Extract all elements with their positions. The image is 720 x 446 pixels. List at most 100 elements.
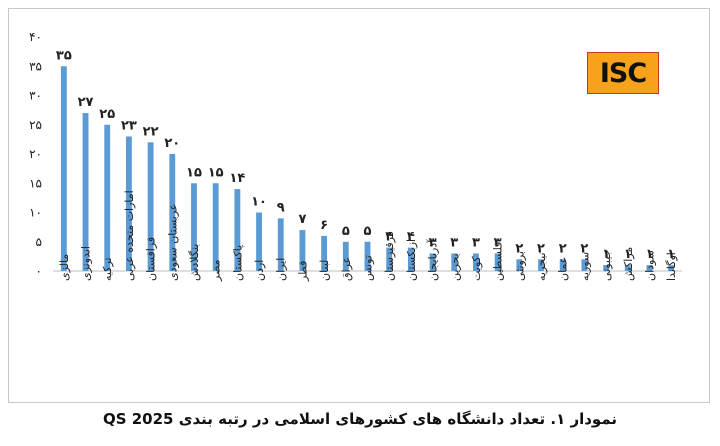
data-label: ۵ [364,224,372,239]
x-category-label: عراق [340,257,353,281]
bar [624,265,631,271]
data-label: ۱۴ [229,171,245,186]
x-category-label: عربستان سعودی [166,204,179,281]
data-label: ۲ [537,241,545,256]
bar-chart: ۰۵۱۰۱۵۲۰۲۵۳۰۳۵۴۰۳۵مالزی۲۷اندونزی۲۵ترکیه۲… [29,30,682,282]
bar [494,253,501,271]
y-tick-label: ۵ [36,235,42,249]
data-label: ۳۵ [56,48,72,63]
data-label: ۳ [450,235,458,250]
y-tick-label: ۳۵ [29,59,42,73]
x-category-label: اندونزی [80,246,93,281]
data-label: ۲۷ [78,95,94,110]
bar [234,189,241,271]
data-label: ۱ [602,247,610,262]
data-label: ۷ [298,212,306,227]
x-category-label: ایران [275,258,288,281]
x-category-label: نیجریه [535,252,548,281]
x-category-label: قرقیزستان [383,231,396,281]
data-label: ۳ [472,235,480,250]
data-label: ۲ [515,241,523,256]
x-category-label: مراکش [622,247,635,281]
y-tick-label: ۴۰ [29,30,42,44]
data-label: ۱۰ [251,195,267,210]
data-label: ۴ [385,230,393,245]
bar [277,218,284,271]
x-category-label: ازبکستان [405,239,418,281]
y-tick-label: ۲۰ [29,147,42,161]
x-category-label: تونس [362,255,375,281]
x-category-label: سودان [643,250,656,281]
data-label: ۲۰ [164,136,180,151]
bar [386,247,393,271]
bar [451,253,458,271]
data-label: ۱۵ [208,165,224,180]
bar [429,253,436,271]
x-category-label: آذربایجان [426,239,440,281]
x-category-label: لبنان [318,260,331,281]
data-label: ۱۵ [186,165,202,180]
y-tick-label: ۱۰ [29,206,42,220]
x-category-label: جیبوتی [600,250,613,281]
bar [559,259,566,271]
x-category-label: قزاقستان [145,237,158,281]
data-label: ۲۲ [143,124,159,139]
data-label: ۱ [667,247,675,262]
bar [407,247,414,271]
bar [321,235,328,271]
bar [473,253,479,271]
bar [603,265,610,271]
x-category-label: امارات متحده عربی [123,190,136,281]
x-category-label: ترکیه [101,257,114,281]
data-label: ۳ [429,235,437,250]
data-label: ۲ [580,241,588,256]
x-category-label: سوریه [578,252,591,281]
bar [125,136,132,271]
bar [668,265,675,271]
bar [299,230,306,271]
data-label: ۴ [407,230,415,245]
bar [538,259,544,271]
data-label: ۲ [559,241,567,256]
x-category-label: عمان [557,257,570,281]
bar [147,142,154,271]
data-label: ۳ [494,235,502,250]
bar [191,183,197,271]
bar [169,154,176,271]
bar [104,124,111,271]
bar [256,212,262,271]
bar [364,241,371,271]
x-category-label: کویت [470,255,483,281]
x-category-label: اردن [253,260,266,281]
x-category-label: بنگلادش [188,244,201,281]
x-category-label: برونئی [513,251,526,281]
bar [60,66,67,271]
chart-caption: نمودار ۱. تعداد دانشگاه های کشورهای اسلا… [102,410,618,428]
bar [212,183,219,271]
y-tick-label: ۱۵ [29,176,42,190]
bar [342,241,349,271]
isc-logo-text: ISC [599,57,647,89]
y-tick-label: ۲۵ [29,118,42,132]
x-category-label: اوگاندا [665,252,678,281]
x-category-label: پاکستان [231,245,244,281]
bar [581,259,588,271]
x-category-label: مالزی [58,254,71,281]
y-tick-label: ۰ [36,264,42,278]
bar [516,259,523,271]
data-label: ۲۳ [121,118,137,133]
data-label: ۵ [342,224,350,239]
x-category-label: فلسطین [492,242,505,281]
x-category-label: بحرین [448,253,461,281]
data-label: ۶ [320,218,328,233]
data-label: ۹ [277,200,285,215]
data-label: ۲۵ [99,107,115,122]
data-label: ۱ [645,247,653,262]
x-category-label: مصر [210,259,223,282]
bar [646,265,653,271]
data-label: ۱ [624,247,632,262]
x-category-label: قطر [296,261,309,282]
isc-logo: ISC [587,52,659,94]
bar [82,113,89,271]
y-tick-label: ۳۰ [29,89,42,103]
